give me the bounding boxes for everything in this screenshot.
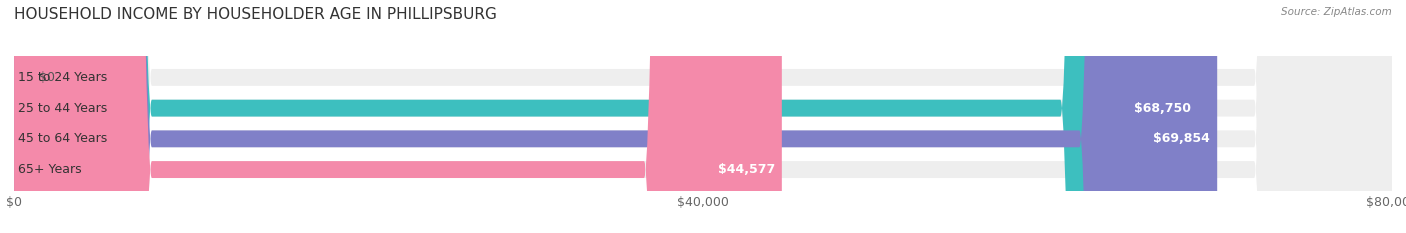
FancyBboxPatch shape <box>14 0 1392 233</box>
Text: HOUSEHOLD INCOME BY HOUSEHOLDER AGE IN PHILLIPSBURG: HOUSEHOLD INCOME BY HOUSEHOLDER AGE IN P… <box>14 7 496 22</box>
Text: 25 to 44 Years: 25 to 44 Years <box>18 102 107 115</box>
Text: $0: $0 <box>39 71 55 84</box>
Text: $69,854: $69,854 <box>1153 132 1211 145</box>
Text: $44,577: $44,577 <box>717 163 775 176</box>
Text: 45 to 64 Years: 45 to 64 Years <box>18 132 107 145</box>
FancyBboxPatch shape <box>14 0 1392 233</box>
FancyBboxPatch shape <box>14 0 1218 233</box>
FancyBboxPatch shape <box>14 0 1198 233</box>
FancyBboxPatch shape <box>14 0 1392 233</box>
Text: Source: ZipAtlas.com: Source: ZipAtlas.com <box>1281 7 1392 17</box>
Text: 15 to 24 Years: 15 to 24 Years <box>18 71 107 84</box>
FancyBboxPatch shape <box>14 0 782 233</box>
Text: 65+ Years: 65+ Years <box>18 163 82 176</box>
FancyBboxPatch shape <box>14 0 1392 233</box>
Text: $68,750: $68,750 <box>1135 102 1191 115</box>
